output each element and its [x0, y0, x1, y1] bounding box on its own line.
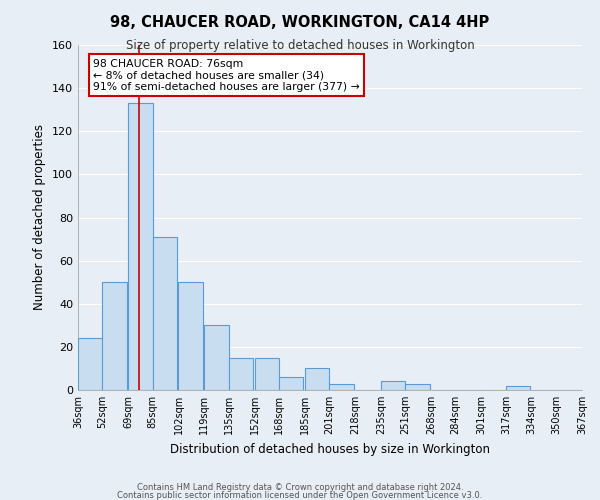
Text: Contains HM Land Registry data © Crown copyright and database right 2024.: Contains HM Land Registry data © Crown c…: [137, 484, 463, 492]
Bar: [78, 338, 103, 390]
X-axis label: Distribution of detached houses by size in Workington: Distribution of detached houses by size …: [170, 442, 490, 456]
Bar: [152, 237, 177, 390]
Text: 98, CHAUCER ROAD, WORKINGTON, CA14 4HP: 98, CHAUCER ROAD, WORKINGTON, CA14 4HP: [110, 15, 490, 30]
Bar: [229, 358, 253, 390]
Bar: [103, 282, 127, 390]
Bar: [305, 368, 329, 390]
Bar: [178, 282, 203, 390]
Text: 98 CHAUCER ROAD: 76sqm
← 8% of detached houses are smaller (34)
91% of semi-deta: 98 CHAUCER ROAD: 76sqm ← 8% of detached …: [93, 59, 360, 92]
Bar: [406, 384, 430, 390]
Bar: [254, 358, 279, 390]
Text: Contains public sector information licensed under the Open Government Licence v3: Contains public sector information licen…: [118, 491, 482, 500]
Bar: [381, 382, 406, 390]
Bar: [205, 326, 229, 390]
Y-axis label: Number of detached properties: Number of detached properties: [34, 124, 46, 310]
Bar: [279, 377, 304, 390]
Bar: [506, 386, 530, 390]
Text: Size of property relative to detached houses in Workington: Size of property relative to detached ho…: [125, 39, 475, 52]
Bar: [128, 103, 152, 390]
Bar: [329, 384, 353, 390]
